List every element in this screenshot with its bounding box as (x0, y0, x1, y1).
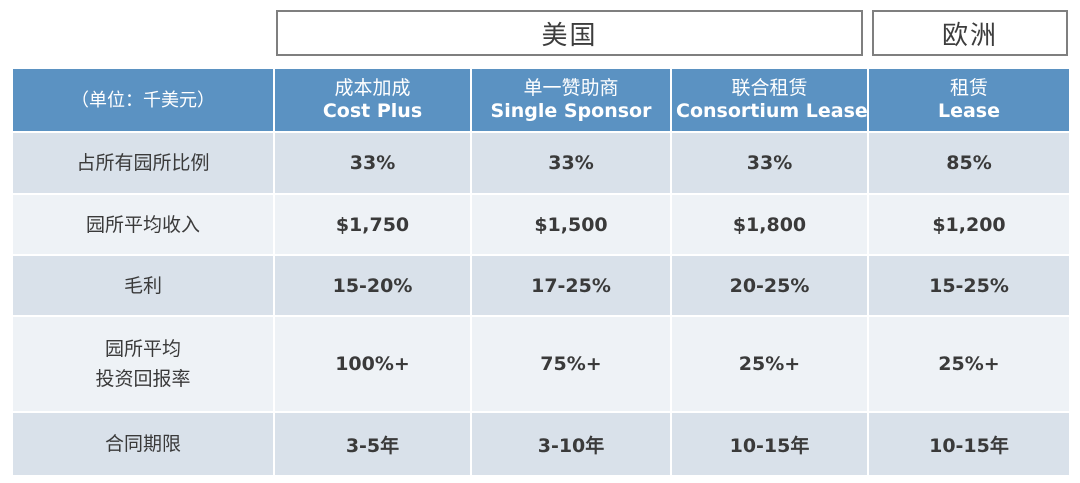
table-cell: 20-25% (672, 256, 869, 317)
row-label: 占所有园所比例 (13, 133, 275, 195)
column-header-consortium-lease: 联合租赁 Consortium Lease (672, 69, 869, 133)
table-cell: $1,500 (472, 195, 672, 256)
table-cell: 33% (672, 133, 869, 195)
row-label: 园所平均 投资回报率 (13, 317, 275, 413)
table-cell: 3-10年 (472, 413, 672, 477)
column-header-cost-plus: 成本加成 Cost Plus (275, 69, 472, 133)
column-header-single-sponsor: 单一赞助商 Single Sponsor (472, 69, 672, 133)
row-label-line: 园所平均 (104, 338, 181, 360)
table-cell: 33% (275, 133, 472, 195)
table-cell: 25%+ (672, 317, 869, 413)
unit-header: （单位：千美元） (13, 69, 275, 133)
table-row-share: 占所有园所比例 33% 33% 33% 85% (13, 133, 1069, 195)
table-row-contract-term: 合同期限 3-5年 3-10年 10-15年 10-15年 (13, 413, 1069, 477)
row-label-line: 投资回报率 (95, 368, 191, 390)
table-cell: 85% (869, 133, 1069, 195)
table-cell: 15-20% (275, 256, 472, 317)
row-label: 合同期限 (13, 413, 275, 477)
column-header-zh: 成本加成 (334, 77, 411, 99)
column-header-en: Cost Plus (322, 100, 423, 122)
table-cell: 100%+ (275, 317, 472, 413)
table-cell: 17-25% (472, 256, 672, 317)
column-header-en: Consortium Lease (676, 100, 868, 122)
column-header-zh: 单一赞助商 (523, 77, 619, 99)
table-cell: $1,200 (869, 195, 1069, 256)
region-header-us: 美国 (276, 10, 863, 56)
table-row-gross-margin: 毛利 15-20% 17-25% 20-25% 15-25% (13, 256, 1069, 317)
table-cell: 10-15年 (869, 413, 1069, 477)
row-label: 毛利 (13, 256, 275, 317)
region-header-eu: 欧洲 (872, 10, 1068, 56)
table-cell: 3-5年 (275, 413, 472, 477)
table-cell: $1,750 (275, 195, 472, 256)
column-header-lease: 租赁 Lease (869, 69, 1069, 133)
column-header-en: Single Sponsor (490, 100, 652, 122)
table-cell: 33% (472, 133, 672, 195)
table-row-roi: 园所平均 投资回报率 100%+ 75%+ 25%+ 25%+ (13, 317, 1069, 413)
table-cell: 10-15年 (672, 413, 869, 477)
table-header-row: （单位：千美元） 成本加成 Cost Plus 单一赞助商 Single Spo… (13, 69, 1069, 133)
comparison-table: （单位：千美元） 成本加成 Cost Plus 单一赞助商 Single Spo… (13, 69, 1069, 477)
table-cell: 15-25% (869, 256, 1069, 317)
table-cell: 25%+ (869, 317, 1069, 413)
table-cell: 75%+ (472, 317, 672, 413)
column-header-en: Lease (937, 100, 1000, 122)
table-cell: $1,800 (672, 195, 869, 256)
column-header-zh: 联合租赁 (731, 77, 808, 99)
table-row-revenue: 园所平均收入 $1,750 $1,500 $1,800 $1,200 (13, 195, 1069, 256)
column-header-zh: 租赁 (949, 77, 988, 99)
row-label: 园所平均收入 (13, 195, 275, 256)
